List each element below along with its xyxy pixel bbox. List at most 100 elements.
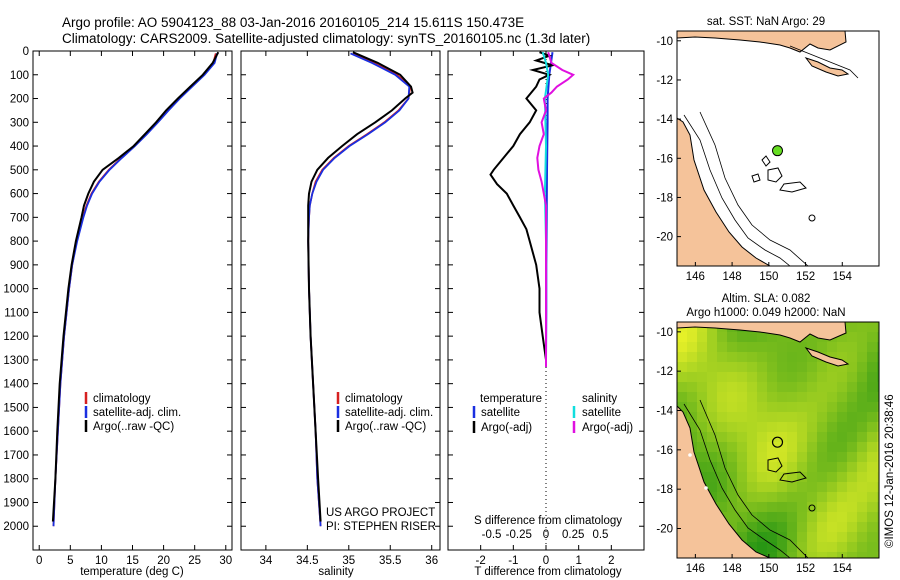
sla-cell bbox=[867, 462, 877, 472]
sla-cell bbox=[857, 482, 867, 492]
sla-cell bbox=[817, 392, 827, 402]
sla-cell bbox=[847, 342, 857, 352]
sla-cell bbox=[877, 432, 879, 442]
sla-map-title2: Argo h1000: 0.049 h2000: NaN bbox=[686, 307, 845, 319]
sla-cell bbox=[867, 492, 877, 502]
sla-cell bbox=[867, 512, 877, 522]
x-tick-label: 36 bbox=[425, 555, 438, 567]
sla-cell bbox=[877, 492, 879, 502]
y-tick-label: 300 bbox=[10, 117, 29, 129]
map-x-tick-label: 154 bbox=[833, 563, 853, 575]
s-tick-label: 0.25 bbox=[562, 529, 584, 541]
sla-cell bbox=[807, 462, 817, 472]
y-tick-label: 1400 bbox=[3, 379, 29, 391]
sla-cell bbox=[867, 472, 877, 482]
sla-cell bbox=[677, 342, 687, 352]
sla-cell bbox=[797, 512, 807, 522]
sla-cell bbox=[867, 392, 877, 402]
sla-cell bbox=[877, 332, 879, 342]
sla-cell bbox=[827, 452, 837, 462]
sla-cell bbox=[777, 432, 787, 442]
sla-cell bbox=[827, 472, 837, 482]
sst-map-title: sat. SST: NaN Argo: 29 bbox=[707, 16, 825, 28]
sla-cell bbox=[877, 382, 879, 392]
sla-cell bbox=[747, 402, 757, 412]
sla-cell bbox=[797, 542, 807, 552]
sla-cell bbox=[847, 532, 857, 542]
sla-cell bbox=[777, 502, 787, 512]
sla-cell bbox=[757, 432, 767, 442]
sla-cell bbox=[747, 532, 757, 542]
legend-satellite: satellite-adj. clim. bbox=[93, 407, 181, 419]
sla-cell bbox=[717, 362, 727, 372]
sla-cell bbox=[797, 452, 807, 462]
sla-cell bbox=[707, 392, 717, 402]
sla-cell bbox=[877, 452, 879, 462]
sla-cell bbox=[797, 442, 807, 452]
sla-cell bbox=[827, 362, 837, 372]
sla-cell bbox=[827, 512, 837, 522]
sla-cell bbox=[807, 492, 817, 502]
sla-cell bbox=[867, 432, 877, 442]
sla-cell bbox=[847, 402, 857, 412]
y-tick-label: 1000 bbox=[3, 284, 29, 296]
sla-cell bbox=[707, 432, 717, 442]
sla-cell bbox=[717, 332, 727, 342]
sla-cell bbox=[767, 532, 777, 542]
sla-cell bbox=[737, 522, 747, 532]
sla-cell bbox=[777, 392, 787, 402]
difference-xlabel: T difference from climatology bbox=[474, 566, 621, 578]
x-tick-label: 1 bbox=[575, 555, 581, 567]
sla-cell bbox=[837, 332, 847, 342]
sla-cell bbox=[817, 402, 827, 412]
map-y-tick-label: -14 bbox=[656, 114, 673, 126]
s-tick-label: 0 bbox=[543, 529, 549, 541]
sla-cell bbox=[797, 432, 807, 442]
sla-cell bbox=[767, 332, 777, 342]
sla-cell bbox=[877, 362, 879, 372]
sla-cell bbox=[807, 432, 817, 442]
sla-cell bbox=[757, 412, 767, 422]
sla-cell bbox=[787, 442, 797, 452]
sla-cell bbox=[717, 492, 727, 502]
map-y-tick-label: -16 bbox=[656, 445, 673, 457]
sla-cell bbox=[727, 482, 737, 492]
legend-argo: Argo(..raw -QC) bbox=[345, 421, 426, 433]
sla-cell bbox=[777, 482, 787, 492]
sla-cell bbox=[777, 542, 787, 552]
sla-cell bbox=[847, 392, 857, 402]
sla-cell bbox=[767, 542, 777, 552]
series-argo bbox=[51, 51, 220, 522]
legend-s-satellite: satellite bbox=[582, 407, 621, 419]
map-y-tick-label: -14 bbox=[656, 406, 673, 418]
sla-cell bbox=[767, 472, 777, 482]
sla-cell bbox=[747, 332, 757, 342]
sla-cell bbox=[807, 332, 817, 342]
sla-cell bbox=[857, 522, 867, 532]
sla-cell bbox=[837, 462, 847, 472]
sla-map-frame bbox=[676, 321, 880, 559]
sla-cell bbox=[787, 552, 797, 558]
sla-cell bbox=[757, 512, 767, 522]
sla-cell bbox=[757, 352, 767, 362]
sla-argo-marker bbox=[771, 436, 784, 448]
sla-cell bbox=[747, 492, 757, 502]
sla-cell bbox=[807, 542, 817, 552]
x-tick-label: -2 bbox=[476, 555, 486, 567]
sla-cell bbox=[837, 482, 847, 492]
sla-cell bbox=[867, 552, 877, 558]
sla-cell bbox=[727, 372, 737, 382]
s-tick-label: -0.25 bbox=[506, 529, 532, 541]
sla-cell bbox=[767, 492, 777, 502]
sla-cell bbox=[797, 402, 807, 412]
sla-cell bbox=[767, 422, 777, 432]
sla-cell bbox=[717, 432, 727, 442]
sla-cell bbox=[787, 352, 797, 362]
sst-argo-marker bbox=[772, 145, 784, 157]
sla-cell bbox=[777, 402, 787, 412]
sla-cell bbox=[817, 522, 827, 532]
sla-cell bbox=[787, 392, 797, 402]
sla-cell bbox=[737, 342, 747, 352]
sla-cell bbox=[847, 512, 857, 522]
sla-cell bbox=[757, 482, 767, 492]
